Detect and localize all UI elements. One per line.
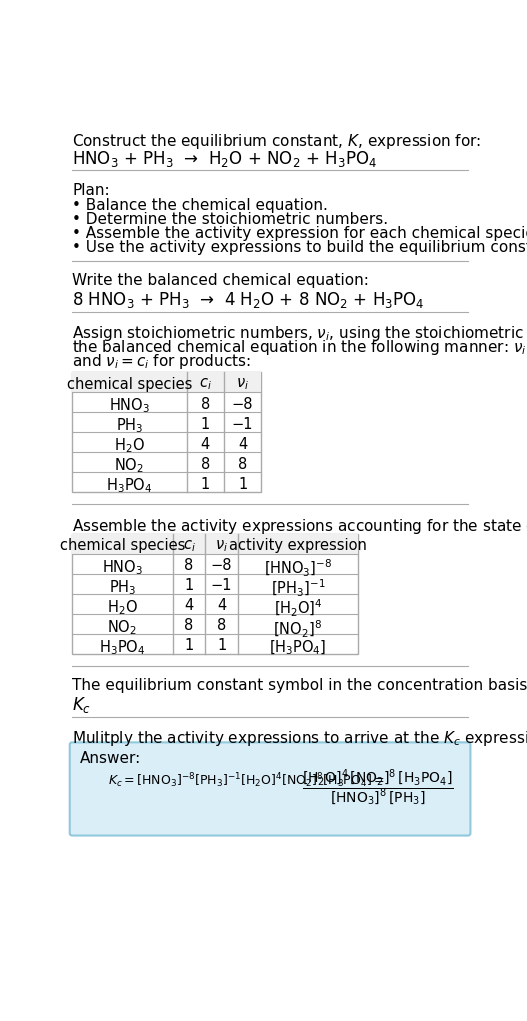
Text: HNO$_3$ + PH$_3$  →  H$_2$O + NO$_2$ + H$_3$PO$_4$: HNO$_3$ + PH$_3$ → H$_2$O + NO$_2$ + H$_… [72, 149, 377, 168]
Text: PH$_3$: PH$_3$ [115, 417, 143, 435]
Text: 1: 1 [217, 638, 226, 653]
Text: $c_i$: $c_i$ [199, 377, 212, 392]
Text: chemical species: chemical species [67, 377, 192, 392]
Text: 1: 1 [184, 578, 194, 593]
Text: 4: 4 [201, 437, 210, 451]
Bar [72, 372, 261, 492]
Text: 8: 8 [201, 396, 210, 411]
Text: 4: 4 [217, 598, 226, 614]
Text: $\dfrac{[\mathrm{H_2O}]^4\,[\mathrm{NO_2}]^8\,[\mathrm{H_3PO_4}]}{[\mathrm{HNO_3: $\dfrac{[\mathrm{H_2O}]^4\,[\mathrm{NO_2… [302, 768, 454, 808]
Text: [NO$_2$]$^8$: [NO$_2$]$^8$ [274, 619, 323, 639]
Text: $K_c = [\mathrm{HNO_3}]^{-8} [\mathrm{PH_3}]^{-1}$$[\mathrm{H_2O}]^4 [\mathrm{NO: $K_c = [\mathrm{HNO_3}]^{-8} [\mathrm{PH… [109, 772, 385, 790]
Text: NO$_2$: NO$_2$ [108, 619, 138, 637]
Text: 4: 4 [184, 598, 194, 614]
Text: 4: 4 [238, 437, 247, 451]
Text: Construct the equilibrium constant, $K$, expression for:: Construct the equilibrium constant, $K$,… [72, 132, 481, 151]
Text: [H$_3$PO$_4$]: [H$_3$PO$_4$] [269, 638, 327, 657]
Bar [72, 534, 358, 553]
Text: 1: 1 [184, 638, 194, 653]
Text: H$_3$PO$_4$: H$_3$PO$_4$ [106, 477, 153, 495]
Text: NO$_2$: NO$_2$ [114, 456, 144, 476]
Text: Answer:: Answer: [80, 750, 141, 766]
Text: −1: −1 [211, 578, 232, 593]
Text: −1: −1 [232, 417, 253, 432]
Text: Write the balanced chemical equation:: Write the balanced chemical equation: [72, 274, 369, 289]
Text: • Determine the stoichiometric numbers.: • Determine the stoichiometric numbers. [72, 211, 388, 227]
Text: H$_2$O: H$_2$O [114, 437, 145, 455]
Text: Plan:: Plan: [72, 183, 110, 198]
Text: H$_2$O: H$_2$O [107, 598, 138, 617]
Text: HNO$_3$: HNO$_3$ [102, 558, 143, 577]
Text: 8: 8 [184, 619, 194, 633]
Text: • Balance the chemical equation.: • Balance the chemical equation. [72, 198, 328, 213]
FancyBboxPatch shape [70, 742, 471, 835]
Text: 8: 8 [217, 619, 226, 633]
Text: and $\nu_i = c_i$ for products:: and $\nu_i = c_i$ for products: [72, 352, 251, 371]
Text: Assemble the activity expressions accounting for the state of matter and $\nu_i$: Assemble the activity expressions accoun… [72, 517, 527, 536]
Text: Mulitply the activity expressions to arrive at the $K_c$ expression:: Mulitply the activity expressions to arr… [72, 729, 527, 748]
Text: $c_i$: $c_i$ [183, 538, 196, 554]
Text: 8: 8 [184, 558, 194, 574]
Text: $K_c$: $K_c$ [72, 695, 91, 716]
Text: −8: −8 [211, 558, 232, 574]
Text: Assign stoichiometric numbers, $\nu_i$, using the stoichiometric coefficients, $: Assign stoichiometric numbers, $\nu_i$, … [72, 325, 527, 343]
Text: the balanced chemical equation in the following manner: $\nu_i = -c_i$ for react: the balanced chemical equation in the fo… [72, 338, 527, 357]
Text: chemical species: chemical species [60, 538, 185, 553]
Text: 1: 1 [201, 417, 210, 432]
Text: $\nu_i$: $\nu_i$ [215, 538, 228, 554]
Text: [HNO$_3$]$^{-8}$: [HNO$_3$]$^{-8}$ [264, 558, 332, 580]
Text: HNO$_3$: HNO$_3$ [109, 396, 150, 416]
Text: PH$_3$: PH$_3$ [109, 578, 136, 597]
Text: [PH$_3$]$^{-1}$: [PH$_3$]$^{-1}$ [271, 578, 325, 599]
Text: The equilibrium constant symbol in the concentration basis is:: The equilibrium constant symbol in the c… [72, 679, 527, 693]
Text: 8: 8 [201, 456, 210, 472]
Text: $\nu_i$: $\nu_i$ [236, 377, 249, 392]
Text: • Assemble the activity expression for each chemical species.: • Assemble the activity expression for e… [72, 226, 527, 241]
Text: activity expression: activity expression [229, 538, 367, 553]
Text: 8: 8 [238, 456, 247, 472]
Text: −8: −8 [232, 396, 253, 411]
Text: • Use the activity expressions to build the equilibrium constant expression.: • Use the activity expressions to build … [72, 240, 527, 254]
Text: 1: 1 [238, 477, 247, 492]
Bar [72, 372, 261, 392]
Text: 8 HNO$_3$ + PH$_3$  →  4 H$_2$O + 8 NO$_2$ + H$_3$PO$_4$: 8 HNO$_3$ + PH$_3$ → 4 H$_2$O + 8 NO$_2$… [72, 290, 425, 310]
Bar [72, 534, 358, 653]
Text: H$_3$PO$_4$: H$_3$PO$_4$ [99, 638, 145, 658]
Text: 1: 1 [201, 477, 210, 492]
Text: [H$_2$O]$^4$: [H$_2$O]$^4$ [274, 598, 323, 620]
